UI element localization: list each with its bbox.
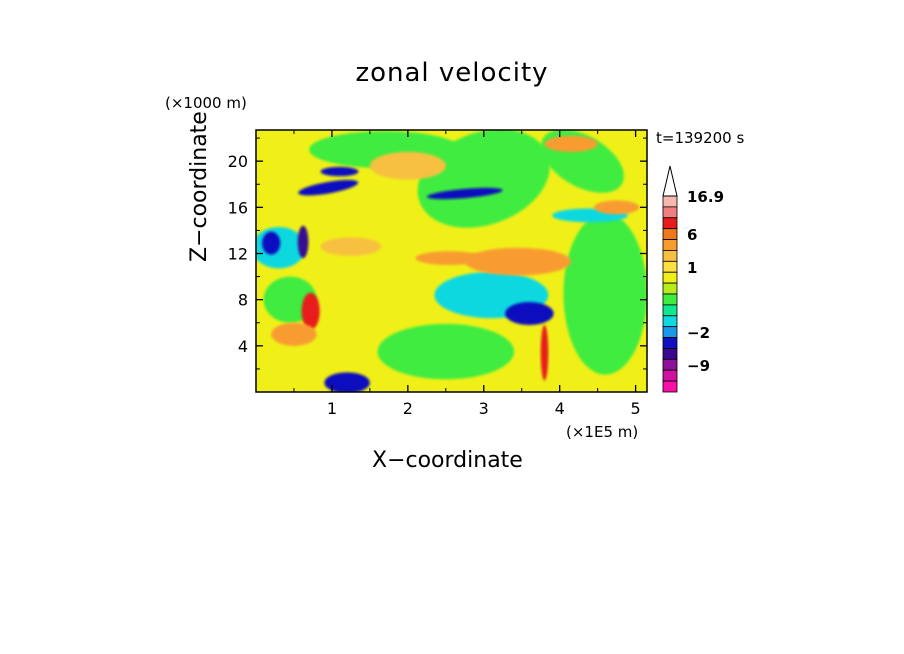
colorbar-swatch [662,206,678,219]
y-tick-label: 8 [238,291,248,310]
y-tick-label: 20 [228,152,248,171]
colorbar-swatch [662,369,678,382]
x-axis-title: X−coordinate [372,448,523,473]
y-tick-label: 16 [228,198,248,217]
field-blob [320,237,382,256]
field-blob [271,322,317,346]
field-blob [563,213,647,375]
colorbar-swatch [662,380,678,393]
colorbar-swatch [662,239,678,251]
y-axis-title: Z−coordinate [187,111,212,262]
colorbar-swatch [662,358,678,371]
field-blob [298,179,359,196]
z-unit-label: (×1000 m) [165,94,247,112]
field-blob [415,251,484,266]
field-blob [505,301,554,326]
colorbar-swatch [662,293,678,306]
colorbar-swatch [662,260,678,273]
time-label: t=139200 s [656,129,745,147]
plot-frame [255,129,648,393]
field-blob [540,325,549,381]
field-blob [324,372,370,392]
field-blob [426,187,503,200]
field-blob [262,231,281,255]
y-axis: 4 8 12 16 20 [228,137,647,370]
colorbar-extend-arrow [662,165,678,197]
x-tick-label: 4 [555,399,565,418]
colorbar-swatch [662,228,678,240]
x-tick-label: 1 [327,399,337,418]
colorbar-label: −9 [687,357,710,375]
x-tick-label: 5 [631,399,641,418]
colorbar-swatch [662,195,678,208]
colorbar-swatch [662,348,678,360]
colorbar-swatch [662,271,678,284]
field-blob [320,166,359,177]
colorbar-swatch [662,250,678,262]
colorbar-swatch [662,217,678,230]
x-tick-label: 2 [403,399,413,418]
colorbar-swatch [662,315,678,328]
x-unit-label: (×1E5 m) [566,423,639,441]
colorbar-swatch [662,337,678,349]
colorbar-label: 1 [687,259,697,277]
x-axis: 1 2 3 4 5 [293,130,641,418]
field-blob [377,323,515,380]
colorbar-swatch [662,304,678,317]
colorbar-label: 6 [687,226,697,244]
y-tick-label: 4 [238,337,248,356]
field-blob [544,135,598,152]
y-tick-label: 12 [228,244,248,263]
colorbar-swatch [662,282,678,295]
colorbar: 16.9 6 1 −2 −9 [662,165,724,393]
colorbar-swatch [662,326,678,338]
colorbar-label: −2 [687,324,710,342]
velocity-field [256,130,647,392]
field-blob [593,200,640,215]
field-blob [369,151,446,180]
field-blob [297,225,309,259]
field-blob [464,247,572,276]
chart-title: zonal velocity [355,58,549,88]
colorbar-label: 16.9 [687,188,724,206]
x-tick-label: 3 [479,399,489,418]
field-blob [301,292,320,330]
